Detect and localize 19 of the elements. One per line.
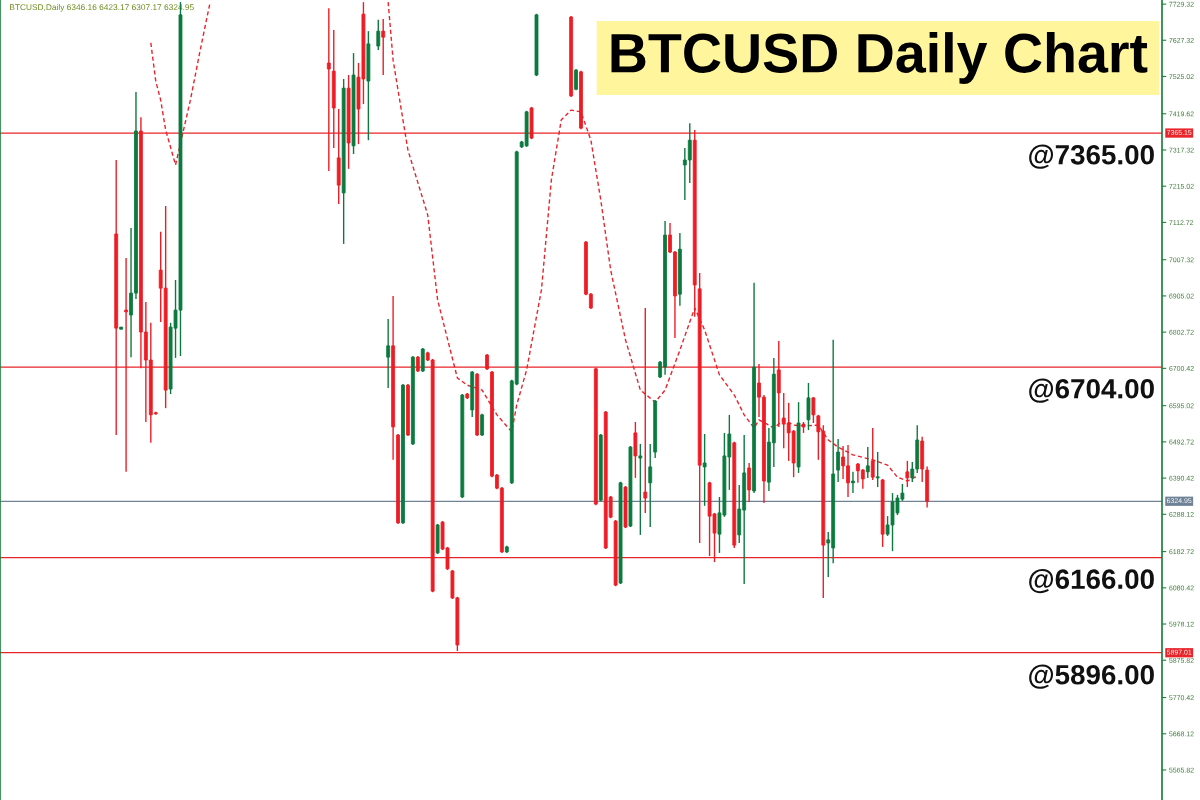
candlestick — [386, 318, 391, 389]
candlestick — [633, 421, 638, 479]
annotation: @6166.00 — [1029, 569, 1154, 594]
annotation: @7365.00 — [1029, 144, 1154, 169]
text: BTCUSD Daily Chart — [611, 32, 1148, 84]
candlestick — [381, 18, 386, 76]
candlestick — [687, 122, 692, 184]
candlestick — [865, 446, 870, 479]
candlestick — [648, 443, 653, 528]
annotation: @6704.00 — [1029, 378, 1154, 403]
candlestick — [747, 462, 752, 503]
candlestick — [638, 443, 643, 536]
candlestick — [376, 19, 381, 51]
candlestick — [806, 382, 811, 431]
candlestick — [851, 471, 855, 494]
annotation: @5896.00 — [1029, 664, 1154, 689]
candlestick — [875, 451, 880, 488]
candlestick — [836, 438, 841, 483]
candlestick — [702, 433, 707, 507]
